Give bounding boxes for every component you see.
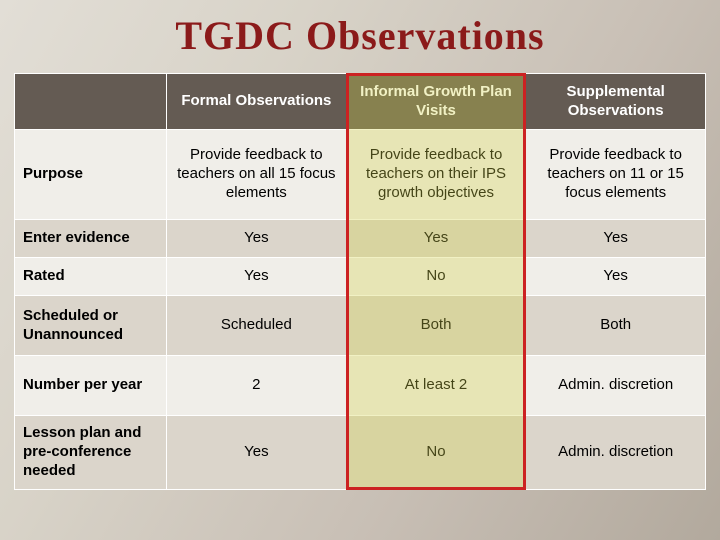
table-cell: Yes (346, 220, 526, 258)
table-cell: Both (346, 296, 526, 356)
table-cell: Yes (167, 258, 347, 296)
row-label: Enter evidence (15, 220, 167, 258)
table-cell: Scheduled (167, 296, 347, 356)
table-cell: Yes (167, 416, 347, 490)
table-cell: Provide feedback to teachers on their IP… (346, 130, 526, 220)
table-cell: Admin. discretion (526, 356, 706, 416)
table-cell: Both (526, 296, 706, 356)
table-container: Formal Observations Informal Growth Plan… (14, 73, 706, 490)
table-cell: Yes (526, 258, 706, 296)
table-cell: Provide feedback to teachers on 11 or 15… (526, 130, 706, 220)
row-label: Lesson plan and pre-conference needed (15, 416, 167, 490)
page-title: TGDC Observations (0, 0, 720, 73)
row-label: Purpose (15, 130, 167, 220)
header-col-1: Formal Observations (167, 74, 347, 130)
row-label: Rated (15, 258, 167, 296)
table-cell: 2 (167, 356, 347, 416)
table-header-row: Formal Observations Informal Growth Plan… (15, 74, 706, 130)
row-label: Number per year (15, 356, 167, 416)
table-cell: Yes (167, 220, 347, 258)
table-cell: Provide feedback to teachers on all 15 f… (167, 130, 347, 220)
table-row: Enter evidenceYesYesYes (15, 220, 706, 258)
table-cell: At least 2 (346, 356, 526, 416)
table-row: Lesson plan and pre-conference neededYes… (15, 416, 706, 490)
header-blank (15, 74, 167, 130)
table-cell: No (346, 416, 526, 490)
table-row: Scheduled or UnannouncedScheduledBothBot… (15, 296, 706, 356)
header-col-2: Informal Growth Plan Visits (346, 74, 526, 130)
table-row: PurposeProvide feedback to teachers on a… (15, 130, 706, 220)
table-cell: No (346, 258, 526, 296)
table-row: RatedYesNoYes (15, 258, 706, 296)
table-cell: Admin. discretion (526, 416, 706, 490)
header-col-3: Supplemental Observations (526, 74, 706, 130)
table-cell: Yes (526, 220, 706, 258)
observations-table: Formal Observations Informal Growth Plan… (14, 73, 706, 490)
row-label: Scheduled or Unannounced (15, 296, 167, 356)
table-row: Number per year2At least 2Admin. discret… (15, 356, 706, 416)
